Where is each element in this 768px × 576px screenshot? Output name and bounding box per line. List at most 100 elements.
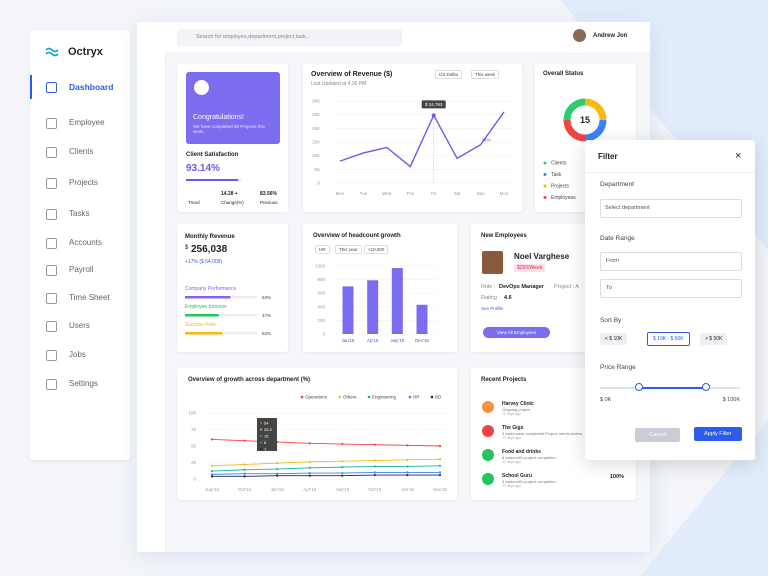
- track: [185, 314, 257, 317]
- filter-chip[interactable]: This year: [335, 245, 362, 254]
- trend-label: Trend: [188, 200, 200, 205]
- x-tick-label: Fri: [431, 191, 436, 196]
- employee-photo: [482, 251, 503, 274]
- role-label: Role :: [481, 284, 496, 290]
- legend-dot: [367, 395, 371, 399]
- nav-icon: [46, 82, 57, 93]
- nav-item[interactable]: Settings: [69, 379, 98, 388]
- period-select[interactable]: This week: [471, 70, 500, 79]
- point: [276, 472, 279, 475]
- x-tick-label: Oct'16: [368, 487, 381, 492]
- legend-dot: [543, 173, 547, 176]
- icon-strip: [137, 22, 166, 552]
- slider-handle[interactable]: [635, 383, 644, 391]
- department-select[interactable]: [600, 199, 742, 218]
- employees-title: New Employees: [481, 233, 527, 239]
- point: [308, 460, 311, 463]
- nav-item[interactable]: Employee: [69, 118, 105, 127]
- revenue-title: Overview of Revenue ($): [311, 71, 393, 78]
- see-profile[interactable]: See Profile: [481, 306, 504, 311]
- filter-chip[interactable]: <10,000: [364, 245, 389, 254]
- sort-option[interactable]: < $ 10K: [600, 333, 628, 345]
- x-tick-label: Dec'16: [415, 338, 429, 343]
- brand: Octryx: [68, 46, 103, 58]
- y-tick-label: 0: [193, 477, 196, 482]
- x-tick-label: Sun: [477, 191, 486, 196]
- point: [438, 471, 442, 474]
- from-input[interactable]: [600, 252, 742, 271]
- tooltip-dot: [260, 435, 262, 437]
- legend-dot: [543, 161, 547, 165]
- project-label: Project : A: [554, 284, 580, 290]
- point: [438, 464, 442, 467]
- x-tick-label: Oct'16: [238, 487, 251, 492]
- metric-label: 52%: [262, 331, 271, 336]
- nav-item[interactable]: Projects: [69, 178, 98, 187]
- close-button[interactable]: ×: [735, 150, 742, 162]
- nav-item[interactable]: Jobs: [69, 350, 86, 359]
- tooltip-dot: [260, 448, 262, 450]
- currency-select[interactable]: US Dollar: [435, 70, 463, 79]
- nav-item[interactable]: Dashboard: [69, 82, 114, 92]
- metric-name: Company Performance: [185, 286, 237, 292]
- rating: 4.6: [504, 295, 512, 301]
- price-limit: $ 100K: [722, 397, 740, 403]
- legend-label: Task: [551, 172, 562, 178]
- tooltip-dot: [260, 422, 262, 424]
- monthly-change: +17% ($ 64,009): [185, 259, 223, 265]
- avatar[interactable]: [573, 29, 586, 42]
- filter-chip[interactable]: HR: [315, 245, 330, 254]
- nav-icon: [46, 118, 57, 129]
- from-label: From: [606, 258, 619, 264]
- legend-label: Others: [343, 395, 357, 400]
- satisfaction-value: 93.14%: [186, 163, 220, 174]
- select-placeholder: Select department: [605, 205, 650, 211]
- y-tick-label: 50: [191, 444, 197, 449]
- search-placeholder: Search for employee,department,project,t…: [196, 34, 311, 40]
- logo-icon: [45, 47, 59, 57]
- project-desc: 8 tasks with project completed.: [502, 455, 557, 460]
- sidebar: Octryx Dashboard Employee Clients Projects T…: [30, 30, 130, 460]
- x-tick-label: Tue: [360, 191, 368, 196]
- project-time: 10 days ago: [502, 436, 522, 440]
- tooltip-value: 54: [264, 421, 269, 426]
- to-label: To: [606, 285, 612, 291]
- project-icon: [482, 425, 494, 437]
- field-label: Department: [600, 181, 634, 188]
- project-icon: [482, 473, 494, 485]
- slider-handle[interactable]: [702, 383, 711, 391]
- point: [438, 473, 442, 477]
- project-name: The Gigs: [502, 425, 524, 431]
- nav-item[interactable]: Accounts: [69, 238, 102, 247]
- point: [308, 474, 311, 477]
- view-all-button[interactable]: View All Employees: [483, 327, 551, 338]
- project-name: Food and drinks: [502, 449, 541, 455]
- point: [341, 466, 344, 469]
- nav-item[interactable]: Payroll: [69, 265, 94, 274]
- project-icon: [482, 401, 494, 413]
- x-tick-label: Ap'16: [367, 338, 379, 343]
- legend-label: Projects: [551, 184, 570, 190]
- sort-option[interactable]: $ 10K - $ 50K: [647, 332, 690, 346]
- nav-item[interactable]: Users: [69, 321, 90, 330]
- point: [431, 113, 436, 118]
- y-tick-label: 1000: [315, 264, 326, 269]
- nav-icon: [46, 178, 57, 189]
- nav-item[interactable]: Time Sheet: [69, 293, 110, 302]
- project-desc: 3 tasks with project completed.: [502, 479, 557, 484]
- nav-item[interactable]: Clients: [69, 147, 94, 156]
- user-name[interactable]: Andrew Jon: [593, 33, 628, 39]
- nav-item[interactable]: Tasks: [69, 209, 90, 218]
- sort-option[interactable]: > $ 50K: [700, 333, 728, 345]
- x-tick-label: Sat: [454, 191, 462, 196]
- y-tick-label: 10K: [312, 153, 320, 158]
- to-input[interactable]: [600, 279, 742, 298]
- donut-segment: [584, 119, 607, 142]
- apply-button[interactable]: Apply Filter: [694, 427, 742, 441]
- headcount-title: Overview of headcount growth: [313, 233, 401, 239]
- y-tick-label: 0: [322, 332, 325, 337]
- cancel-button[interactable]: Cancel: [635, 428, 681, 442]
- search-box[interactable]: [177, 29, 402, 46]
- role: DevOps Manager: [499, 284, 544, 290]
